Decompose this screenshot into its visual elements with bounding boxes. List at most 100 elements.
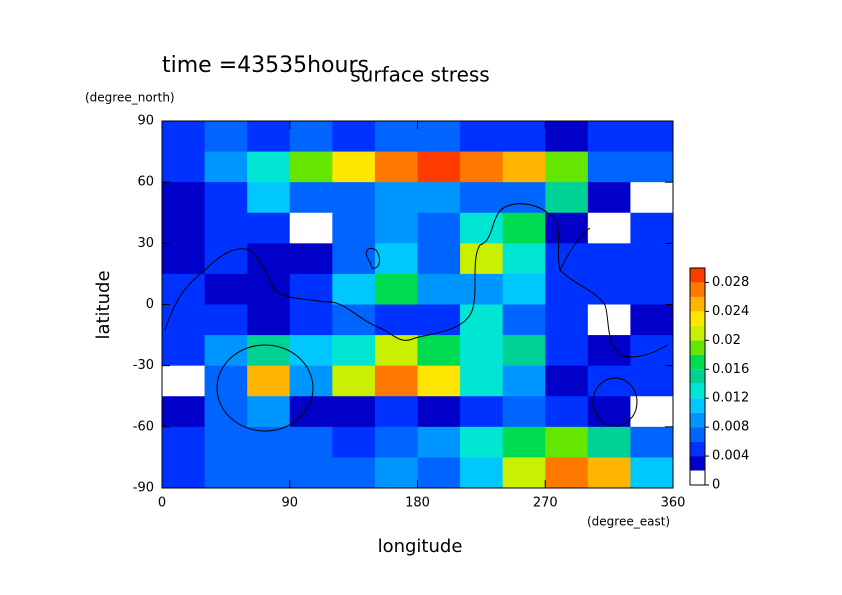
cell — [417, 182, 461, 214]
cell — [289, 365, 333, 397]
colorbar-tick-label: 0.028 — [712, 275, 749, 290]
cell — [502, 273, 546, 305]
cell — [460, 396, 504, 428]
coastline — [365, 247, 380, 269]
cell — [417, 151, 461, 183]
cell — [204, 182, 248, 214]
cell — [502, 396, 546, 428]
cell — [587, 273, 631, 305]
cell — [630, 335, 674, 367]
cell — [545, 273, 589, 305]
x-tick-label: 270 — [533, 496, 558, 511]
cell — [545, 335, 589, 367]
cell — [587, 365, 631, 397]
cell — [630, 396, 674, 428]
cell — [545, 182, 589, 214]
colorbar-segment — [690, 325, 705, 341]
cell — [545, 151, 589, 183]
cell — [502, 151, 546, 183]
cell — [417, 457, 461, 489]
x-unit: (degree_east) — [587, 515, 670, 529]
cell — [374, 151, 418, 183]
cell — [502, 212, 546, 244]
cell — [374, 304, 418, 336]
cell — [545, 121, 589, 153]
cell — [502, 426, 546, 458]
cell — [374, 273, 418, 305]
cell — [332, 151, 376, 183]
cell — [630, 365, 674, 397]
cell — [630, 304, 674, 336]
cell — [204, 273, 248, 305]
cell — [204, 121, 248, 153]
cell — [204, 243, 248, 275]
colorbar-tick-label: 0.024 — [712, 304, 749, 319]
colorbar-segment — [690, 268, 705, 283]
x-tick-label: 360 — [661, 496, 686, 511]
cell — [460, 335, 504, 367]
colorbar-segment — [690, 398, 705, 413]
cell — [289, 151, 333, 183]
cell — [247, 335, 291, 367]
cell — [460, 457, 504, 489]
cell — [630, 273, 674, 305]
colorbar-tick-label: 0.02 — [712, 333, 741, 348]
cell — [374, 457, 418, 489]
chart-title: surface stress — [350, 63, 489, 87]
colorbar-segment — [690, 441, 705, 457]
cell — [162, 243, 206, 275]
cell — [417, 335, 461, 367]
cell — [460, 212, 504, 244]
colorbar-segment — [690, 354, 705, 370]
cell — [587, 426, 631, 458]
cell — [162, 121, 206, 153]
cell — [162, 151, 206, 183]
cell — [502, 457, 546, 489]
cell — [247, 304, 291, 336]
cell — [289, 243, 333, 275]
cell — [630, 121, 674, 153]
colorbar-frame — [689, 267, 706, 486]
cell — [587, 243, 631, 275]
cell — [289, 304, 333, 336]
colorbar-tick-label: 0.012 — [712, 391, 749, 406]
coastlines — [164, 203, 669, 432]
cell — [417, 273, 461, 305]
cell — [162, 182, 206, 214]
cell — [162, 426, 206, 458]
cell — [460, 426, 504, 458]
cell — [460, 182, 504, 214]
cell — [417, 212, 461, 244]
cell — [374, 365, 418, 397]
cell — [204, 212, 248, 244]
colorbar-segment — [690, 383, 705, 399]
cell — [332, 457, 376, 489]
cell — [247, 121, 291, 153]
cell — [204, 151, 248, 183]
coastline — [164, 203, 669, 358]
colorbar-segment — [690, 427, 705, 442]
cell — [417, 121, 461, 153]
cell — [332, 426, 376, 458]
cell — [630, 426, 674, 458]
cell — [545, 212, 589, 244]
cell — [247, 426, 291, 458]
colorbar-tick-label: 0.008 — [712, 420, 749, 435]
y-unit: (degree_north) — [85, 91, 175, 105]
cell — [630, 151, 674, 183]
cell — [289, 121, 333, 153]
cell — [630, 182, 674, 214]
cell — [204, 396, 248, 428]
field — [162, 121, 674, 489]
cell — [247, 396, 291, 428]
cell — [374, 426, 418, 458]
cell — [587, 304, 631, 336]
cell — [630, 243, 674, 275]
cell — [289, 396, 333, 428]
y-tick-label: 30 — [137, 236, 154, 251]
cell — [162, 335, 206, 367]
cell — [247, 457, 291, 489]
cell — [247, 212, 291, 244]
colorbar-tick-label: 0 — [712, 478, 720, 493]
